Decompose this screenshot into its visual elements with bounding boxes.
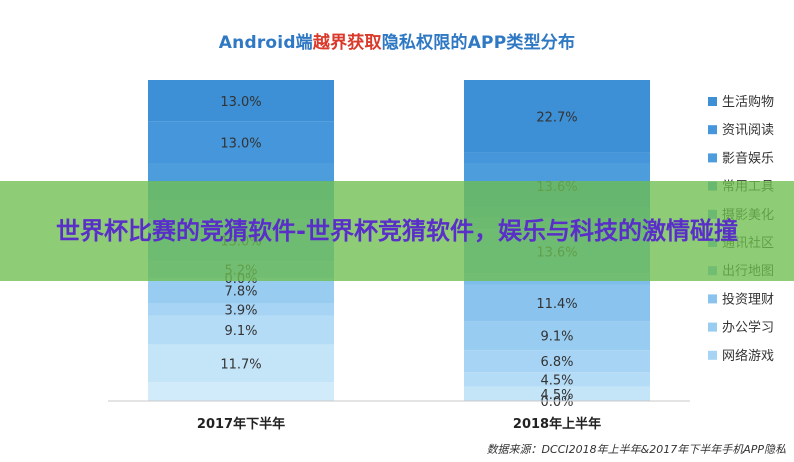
legend-swatch-9 — [708, 350, 717, 360]
legend-label-0: 生活购物 — [722, 94, 774, 110]
legend-label-7: 投资理财 — [722, 291, 774, 307]
data-label-1-9: 6.8% — [540, 355, 573, 370]
promo-overlay-banner: 世界杯比赛的竞猜软件-世界杯竞猜软件，娱乐与科技的激情碰撞 — [0, 181, 794, 281]
bar-segment-0-8 — [148, 277, 334, 304]
bar-segment-1-1 — [464, 152, 650, 164]
legend-label-2: 影音娱乐 — [722, 150, 774, 166]
overlay-text: 世界杯比赛的竞猜软件-世界杯竞猜软件，娱乐与科技的激情碰撞 — [56, 217, 738, 245]
title-suffix: 隐私权限的APP类型分布 — [381, 33, 576, 53]
title-highlight: 越界获取 — [312, 33, 382, 53]
bar-segment-0-11 — [148, 344, 334, 383]
bar-segment-1-0 — [464, 80, 650, 153]
bar-segment-1-10 — [464, 372, 650, 387]
data-label-0-8: 7.8% — [224, 284, 257, 299]
data-label-1-7: 11.4% — [536, 297, 577, 312]
title-prefix: Android端 — [218, 33, 313, 53]
data-label-0-9: 3.9% — [224, 303, 257, 318]
legend-swatch-2 — [708, 153, 717, 163]
bar-segment-1-8 — [464, 321, 650, 351]
bar-segment-0-10 — [148, 315, 334, 345]
x-tick-label-0: 2017年下半年 — [197, 416, 285, 432]
data-label-1-10: 4.5% — [540, 373, 573, 388]
data-label-0-0: 13.0% — [220, 95, 261, 110]
data-label-0-1: 13.0% — [220, 137, 261, 152]
legend-swatch-8 — [708, 322, 717, 332]
data-label-1-11: 4.5% — [540, 388, 573, 403]
bar-segment-0-0 — [148, 80, 334, 122]
data-label-0-11: 11.7% — [220, 358, 261, 373]
bar-segment-0-1 — [148, 121, 334, 164]
data-label-0-10: 9.1% — [224, 324, 257, 339]
source-note: 数据来源：DCCI2018年上半年&2017年下半年手机APP隐私 — [486, 443, 786, 456]
legend-label-1: 资讯阅读 — [722, 123, 774, 138]
bar-segment-1-11 — [464, 386, 650, 401]
bar-segment-1-7 — [464, 284, 650, 322]
bar-segment-0-2 — [148, 163, 334, 183]
bar-segment-1-9 — [464, 350, 650, 373]
data-label-1-12: 0.0% — [540, 395, 573, 410]
legend-swatch-1 — [708, 125, 717, 135]
legend-label-9: 网络游戏 — [722, 348, 774, 364]
data-label-1-8: 9.1% — [540, 330, 573, 345]
data-label-1-0: 22.7% — [536, 110, 577, 125]
bar-segment-0-9 — [148, 303, 334, 316]
bar-segment-0-12 — [148, 382, 334, 401]
chart-title: Android端越界获取隐私权限的APP类型分布 — [0, 28, 794, 53]
legend-label-8: 办公学习 — [722, 320, 774, 336]
legend-swatch-7 — [708, 294, 717, 304]
legend-swatch-0 — [708, 97, 717, 106]
x-tick-labels: 2017年下半年 2018年上半年 — [197, 416, 601, 432]
x-tick-label-1: 2018年上半年 — [513, 416, 601, 432]
